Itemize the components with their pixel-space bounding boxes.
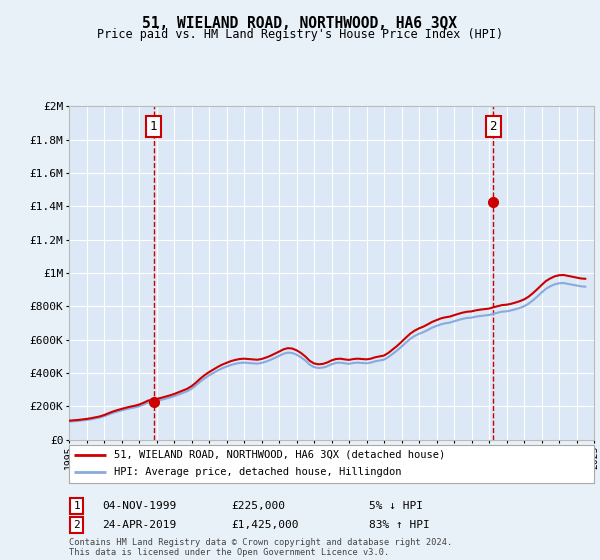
Text: 04-NOV-1999: 04-NOV-1999 <box>102 501 176 511</box>
Text: 24-APR-2019: 24-APR-2019 <box>102 520 176 530</box>
Text: 51, WIELAND ROAD, NORTHWOOD, HA6 3QX (detached house): 51, WIELAND ROAD, NORTHWOOD, HA6 3QX (de… <box>113 450 445 460</box>
Text: 1: 1 <box>150 120 157 133</box>
Text: £1,425,000: £1,425,000 <box>231 520 299 530</box>
Text: 5% ↓ HPI: 5% ↓ HPI <box>369 501 423 511</box>
Text: HPI: Average price, detached house, Hillingdon: HPI: Average price, detached house, Hill… <box>113 468 401 478</box>
Text: 2: 2 <box>490 120 497 133</box>
Text: Price paid vs. HM Land Registry's House Price Index (HPI): Price paid vs. HM Land Registry's House … <box>97 28 503 41</box>
Text: 51, WIELAND ROAD, NORTHWOOD, HA6 3QX: 51, WIELAND ROAD, NORTHWOOD, HA6 3QX <box>143 16 458 31</box>
Text: 83% ↑ HPI: 83% ↑ HPI <box>369 520 430 530</box>
Text: 1: 1 <box>73 501 80 511</box>
Text: 2: 2 <box>73 520 80 530</box>
Text: Contains HM Land Registry data © Crown copyright and database right 2024.
This d: Contains HM Land Registry data © Crown c… <box>69 538 452 557</box>
Text: £225,000: £225,000 <box>231 501 285 511</box>
